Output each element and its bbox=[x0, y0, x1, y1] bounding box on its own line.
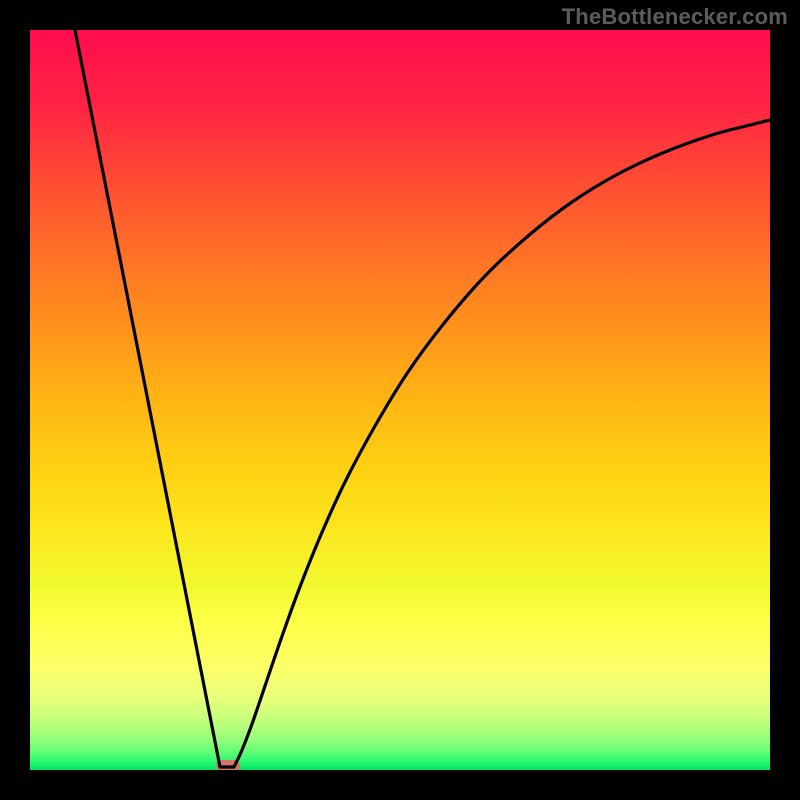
frame-bottom bbox=[0, 770, 800, 800]
frame-right bbox=[770, 0, 800, 800]
watermark-text: TheBottlenecker.com bbox=[562, 4, 788, 30]
chart-svg bbox=[30, 30, 770, 770]
chart-background bbox=[30, 30, 770, 770]
bottleneck-chart bbox=[30, 30, 770, 770]
frame-left bbox=[0, 0, 30, 800]
